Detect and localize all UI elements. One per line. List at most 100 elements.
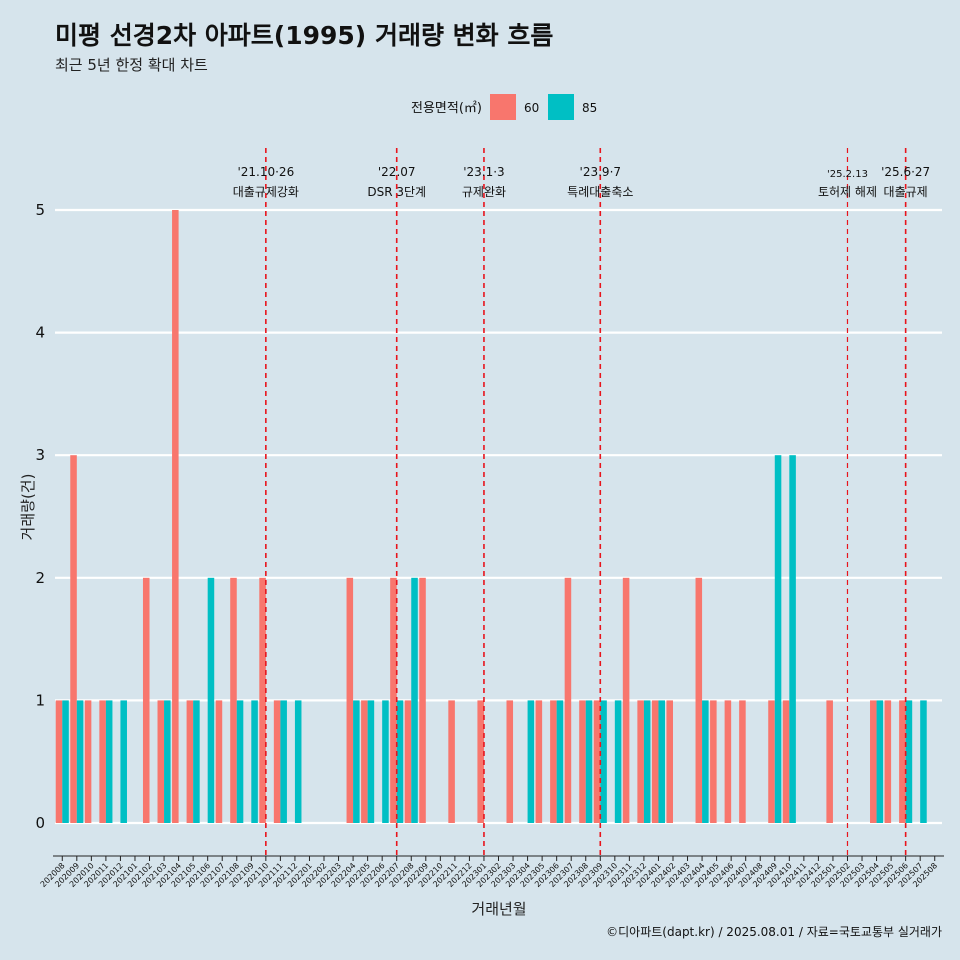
y-tick-label-4: 4	[35, 324, 45, 342]
y-tick-label-0: 0	[35, 814, 45, 832]
event-label-0: 대출규제강화	[233, 185, 299, 199]
bar-85-202207	[396, 700, 404, 823]
bar-60-202410	[782, 700, 790, 823]
bar-60-202504	[870, 700, 877, 823]
bar-60-202407	[739, 700, 746, 823]
bar-85-202011	[105, 700, 113, 823]
legend-label-60: 60	[524, 101, 539, 115]
event-date-0: '21.10·26	[237, 165, 294, 179]
bar-85-202111	[280, 700, 287, 823]
bar-60-202211	[448, 700, 455, 823]
bar-85-202507	[920, 700, 927, 823]
y-axis-title: 거래량(건)	[19, 474, 37, 541]
chart-title: 미평 선경2차 아파트(1995) 거래량 변화 흐름	[55, 21, 553, 50]
bar-85-202008	[62, 700, 69, 823]
bar-85-202506	[905, 700, 913, 823]
bar-60-202506	[899, 700, 906, 823]
y-tick-label-1: 1	[35, 691, 45, 709]
bar-85-202205	[367, 700, 375, 823]
bar-85-202109	[251, 700, 258, 823]
bar-85-202306	[556, 700, 564, 823]
x-axis-title: 거래년월	[471, 900, 526, 918]
bar-60-202009	[70, 455, 77, 823]
bar-85-202308	[585, 700, 593, 823]
event-markers: '21.10·26 대출규제강화 '22.07 DSR 3단계 '23.1·3 규제완화 '…	[233, 148, 930, 855]
event-label-5: 대출규제	[884, 185, 928, 199]
y-tick-label-2: 2	[35, 569, 45, 587]
bar-85-202009	[76, 700, 84, 823]
bar-60-202301	[477, 700, 484, 823]
bar-60-202008	[55, 700, 63, 823]
event-date-4: '25.2.13	[827, 169, 868, 180]
event-label-3: 특례대출축소	[567, 185, 633, 199]
bar-60-202306	[550, 700, 557, 823]
bar-60-202111	[273, 700, 281, 823]
bar-60-202311	[622, 577, 630, 823]
event-label-1: DSR 3단계	[367, 185, 426, 199]
bar-60-202208	[404, 700, 412, 823]
event-date-2: '23.1·3	[463, 165, 504, 179]
legend-title: 전용면적(㎡)	[411, 101, 482, 116]
bar-85-202312	[643, 700, 651, 823]
bar-85-202310	[614, 700, 622, 823]
x-axis: 2020082020092020102020112020122021012021…	[39, 855, 944, 889]
bar-85-202112	[294, 700, 302, 823]
bar-60-202303	[506, 700, 514, 823]
bar-60-202205	[361, 700, 368, 823]
bar-60-202501	[826, 700, 833, 823]
bar-60-202402	[666, 700, 673, 823]
legend-swatch-60	[490, 94, 516, 120]
bar-60-202308	[579, 700, 586, 823]
bar-60-202307	[564, 577, 572, 823]
bar-60-202011	[99, 700, 106, 823]
bar-60-202110	[259, 577, 266, 823]
bar-60-202204	[346, 577, 354, 823]
legend: 전용면적(㎡) 60 85	[411, 94, 597, 120]
y-tick-label-5: 5	[35, 201, 45, 219]
bar-85-202410	[789, 455, 796, 823]
event-date-5: '25.6·27	[881, 165, 930, 179]
event-label-4: 토허제 해제	[818, 185, 877, 199]
event-date-1: '22.07	[378, 165, 416, 179]
bar-60-202103	[157, 700, 165, 823]
bar-85-202108	[236, 700, 244, 823]
bar-85-202012	[120, 700, 127, 823]
bar-60-202505	[884, 700, 892, 823]
bar-60-202010	[84, 700, 92, 823]
bar-85-202208	[411, 577, 418, 823]
bar-85-202204	[353, 700, 360, 823]
bar-60-202107	[215, 700, 223, 823]
bar-60-202305	[535, 700, 543, 823]
bar-60-202405	[710, 700, 717, 823]
bar-85-202105	[193, 700, 200, 823]
bar-60-202406	[724, 700, 732, 823]
bar-85-202206	[382, 700, 389, 823]
legend-label-85: 85	[582, 101, 597, 115]
event-label-2: 규제완화	[462, 185, 506, 199]
bars	[55, 210, 927, 823]
bar-60-202108	[230, 577, 237, 823]
bar-85-202309	[600, 700, 607, 823]
bar-60-202312	[637, 700, 644, 823]
bar-60-202409	[768, 700, 775, 823]
y-axis-ticks: 0 1 2 3 4 5	[35, 201, 45, 832]
bar-60-202105	[186, 700, 194, 823]
bar-85-202304	[527, 700, 535, 823]
bar-60-202404	[695, 577, 703, 823]
bar-85-202404	[702, 700, 709, 823]
bar-85-202409	[774, 455, 782, 823]
bar-60-202207	[390, 577, 397, 823]
bar-60-202102	[142, 577, 150, 823]
event-date-3: '23.9·7	[580, 165, 621, 179]
bar-60-202209	[419, 577, 426, 823]
bar-85-202106	[207, 577, 215, 823]
legend-swatch-85	[548, 94, 574, 120]
bar-85-202401	[658, 700, 665, 823]
chart-subtitle: 최근 5년 한정 확대 차트	[55, 56, 208, 74]
bar-60-202309	[593, 700, 601, 823]
bar-60-202401	[651, 700, 659, 823]
bar-85-202103	[164, 700, 171, 823]
bar-60-202104	[172, 210, 179, 823]
y-tick-label-3: 3	[35, 446, 45, 464]
